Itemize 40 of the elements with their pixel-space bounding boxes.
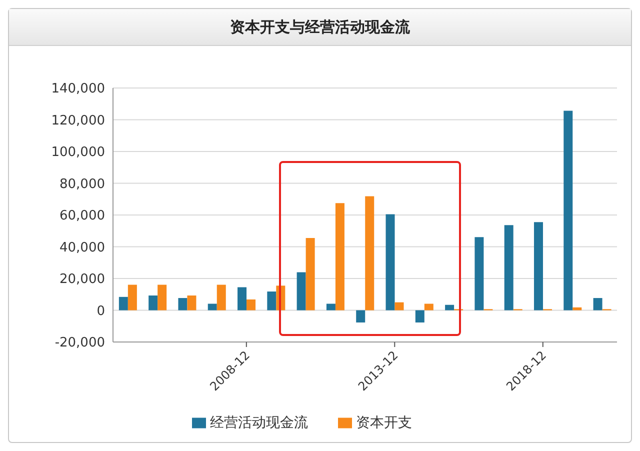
bar: [572, 307, 582, 310]
bar: [178, 298, 188, 310]
bar: [335, 203, 344, 310]
legend-label: 资本开支: [356, 415, 412, 431]
y-tick-label: 60,000: [60, 208, 105, 224]
y-tick-label: 20,000: [60, 272, 105, 288]
bar: [216, 284, 226, 310]
bar: [356, 310, 366, 322]
bar: [326, 304, 336, 310]
y-tick-label: -20,000: [54, 336, 105, 351]
chart-title: 资本开支与经营活动现金流: [9, 9, 631, 46]
bar: [564, 110, 573, 310]
y-tick-label: 100,000: [51, 145, 105, 160]
y-tick-label: 140,000: [51, 82, 105, 97]
bar: [394, 302, 404, 310]
bar: [474, 237, 484, 310]
bar: [593, 298, 602, 310]
bar: [208, 304, 217, 310]
y-tick-label: 0: [96, 304, 105, 319]
legend-label: 经营活动现金流: [210, 415, 308, 431]
bar: [534, 222, 543, 310]
bar: [118, 296, 128, 310]
bar: [504, 225, 514, 310]
bar: [424, 304, 434, 310]
bar: [148, 295, 158, 310]
y-tick-label: 120,000: [51, 113, 105, 128]
bar: [246, 299, 256, 310]
bar: [238, 287, 247, 310]
bar: [386, 214, 395, 310]
bar: [187, 295, 196, 310]
bar: [128, 284, 137, 310]
bar: [415, 310, 424, 322]
bar: [158, 284, 167, 310]
bar: [267, 292, 276, 310]
y-tick-label: 40,000: [60, 240, 105, 256]
y-tick-label: 80,000: [60, 176, 105, 192]
bar: [296, 272, 306, 310]
bar: [445, 304, 454, 310]
bar: [306, 238, 315, 310]
bar: [365, 196, 374, 310]
